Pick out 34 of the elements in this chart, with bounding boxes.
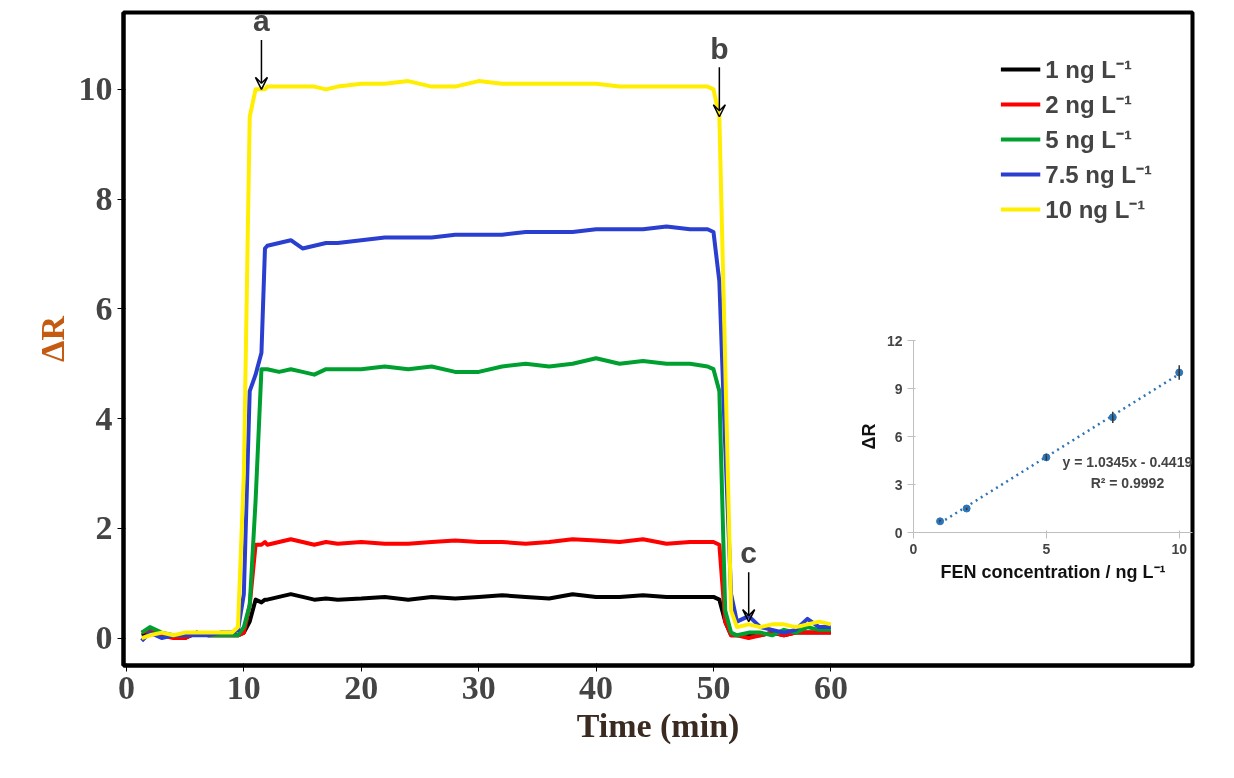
- y-tick-label: 4: [95, 399, 113, 437]
- annotation: a: [253, 4, 271, 38]
- y-tick-label: 2: [95, 509, 113, 547]
- y-tick-label: 10: [78, 70, 113, 108]
- y-tick-label: 6: [95, 289, 113, 327]
- x-tick-label: 5: [1042, 540, 1051, 557]
- y-tick-label: 8: [95, 180, 113, 218]
- annotation: R² = 0.9992: [1090, 474, 1165, 491]
- x-tick-label: 20: [344, 668, 379, 706]
- x-tick-label: 10: [226, 668, 261, 706]
- x-tick-label: 10: [1171, 540, 1188, 557]
- x-tick-label: 60: [813, 668, 848, 706]
- legend-label: 5 ng L⁻¹: [1045, 125, 1132, 155]
- y-tick-label: 12: [886, 332, 903, 349]
- legend-label: 10 ng L⁻¹: [1045, 195, 1146, 225]
- y-tick-label: 3: [894, 476, 903, 493]
- legend-label: 1 ng L⁻¹: [1045, 55, 1132, 85]
- x-tick-label: 30: [461, 668, 496, 706]
- legend-label: 7.5 ng L⁻¹: [1045, 160, 1152, 190]
- y-tick-label: 9: [894, 380, 903, 397]
- y-tick-label: 0: [894, 524, 903, 541]
- x-tick-label: 40: [579, 668, 614, 706]
- y-axis-title: ΔR: [33, 315, 71, 362]
- x-tick-label: 0: [909, 540, 918, 557]
- annotation: c: [740, 536, 758, 570]
- annotation: b: [710, 31, 729, 65]
- x-axis-title: Time (min): [576, 706, 740, 745]
- x-axis-title: FEN concentration / ng L⁻¹: [940, 561, 1166, 582]
- legend-label: 2 ng L⁻¹: [1045, 90, 1132, 120]
- x-tick-label: 50: [696, 668, 731, 706]
- y-tick-label: 0: [95, 619, 113, 657]
- line-series: [139, 356, 833, 638]
- y-axis-title: ΔR: [858, 423, 879, 450]
- y-tick-label: 6: [894, 428, 903, 445]
